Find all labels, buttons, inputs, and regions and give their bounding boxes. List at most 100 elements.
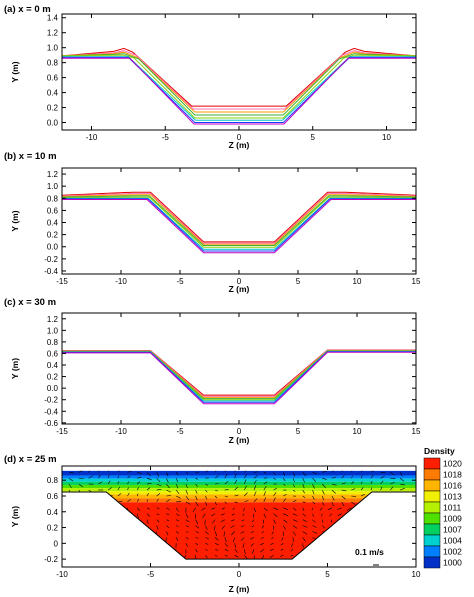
velocity-vector [166,525,170,529]
velocity-vector [78,470,84,473]
panel-b-y-tick-label: 1.0 [47,182,59,191]
velocity-vector [312,501,316,505]
legend-label-1007: 1007 [443,525,462,535]
velocity-vector [253,485,257,491]
velocity-vector [224,548,229,552]
velocity-vector [176,531,179,534]
panel-c-y-tick-label: -0.4 [44,407,58,416]
velocity-vector [341,501,345,507]
velocity-vector [329,513,333,517]
velocity-vector [302,531,308,535]
velocity-vector [331,495,335,501]
velocity-vector [175,472,179,476]
legend-label-1013: 1013 [443,492,462,502]
velocity-vector [78,483,84,488]
velocity-vector [234,548,239,553]
velocity-vector [214,489,219,492]
velocity-vector [273,513,278,517]
velocity-vector [283,478,286,482]
panel-b-ticks-layer: -15 -10 -5 0 5 10 15 -0.4 -0.2 0.0 0.2 0.4 0.6 0.8 1.0… [44,168,421,286]
velocity-vector [269,554,274,559]
velocity-vector [321,513,323,517]
velocity-vector [337,507,342,510]
panel-d-y-tick-label: -0.2 [44,555,58,564]
panel-a-y-tick-label: 1.0 [47,44,59,53]
velocity-vector [331,501,334,507]
velocity-vector [156,489,162,491]
velocity-vector [117,481,120,485]
panel-c-x-axis-label: Z (m) [229,435,250,445]
velocity-vector [273,477,276,480]
velocity-vector [176,525,179,527]
velocity-vector [279,554,284,557]
velocity-vector [283,483,286,486]
velocity-vector [233,537,235,543]
velocity-vector [251,525,255,528]
panel-c-y-tick-label: 0.6 [47,349,59,358]
velocity-vector [185,501,191,505]
velocity-vector [253,555,256,560]
panel-d-y-tick-label: 0.6 [47,492,59,501]
panel-d-y-tick-label: 0.4 [47,508,59,517]
panel-a-ticks-layer: -10 -5 0 5 10 0.0 0.2 0.4 0.6 0.8 1.0 1.2 1.4 [47,14,416,142]
velocity-vector [156,483,162,487]
velocity-vector [302,543,304,548]
velocity-vector [68,477,74,482]
velocity-vector [399,487,405,491]
velocity-vector [244,549,246,555]
density-band-1004 [62,478,416,482]
velocity-vector [231,531,235,536]
panel-a-series-line-4 [61,53,417,116]
velocity-vector [250,531,255,533]
velocity-vector [224,470,227,473]
velocity-vector [202,513,206,518]
velocity-vector [312,483,315,489]
velocity-vector [321,483,327,488]
velocity-vector [253,507,256,512]
velocity-vector [230,519,235,522]
panel-c-x-tick-label: 15 [412,427,421,436]
velocity-vector [205,470,209,473]
velocity-vector [205,501,208,507]
panel-c-y-axis-label: Y (m) [10,358,20,379]
panel-d-ticks-layer: -10 -5 0 5 10 -0.2 0 0.2 0.4 0.6 0.8 [44,466,421,579]
velocity-vector [244,470,248,473]
panel-a-x-tick-label: 0 [237,133,242,142]
velocity-vector [214,525,216,531]
velocity-vector [205,555,208,559]
legend-label-1018: 1018 [443,470,462,480]
velocity-vector [195,525,200,529]
velocity-vector [240,531,245,534]
velocity-vector [127,475,131,479]
velocity-vector [205,483,209,486]
velocity-vector [230,525,235,528]
panel-a-x-tick-label: -10 [86,133,98,142]
velocity-vector [346,507,352,511]
velocity-vector [244,473,247,479]
velocity-vector [195,501,199,507]
legend-swatch-1009 [423,512,441,525]
velocity-vector [280,543,284,546]
velocity-vector [370,480,373,485]
velocity-vector [311,507,313,511]
panel-a-y-tick-label: 1.4 [47,14,59,23]
velocity-vector [253,471,258,473]
velocity-vector [290,554,294,557]
velocity-vector [195,537,199,539]
density-band-1000 [62,470,416,476]
panel-b-series-layer [61,191,417,254]
velocity-vector [270,543,274,545]
velocity-vector [242,513,245,517]
velocity-vector [302,537,306,542]
velocity-vector [312,525,317,528]
velocity-vector [195,519,199,524]
panel-d-channel-outline [61,470,417,560]
velocity-vector [273,472,276,475]
velocity-vector [321,495,325,501]
velocity-vector [341,470,344,473]
velocity-vector [370,470,375,473]
velocity-vector [283,472,286,477]
panel-b-y-axis-label: Y (m) [10,210,20,231]
velocity-vector [312,477,317,483]
velocity-vector [360,481,363,485]
